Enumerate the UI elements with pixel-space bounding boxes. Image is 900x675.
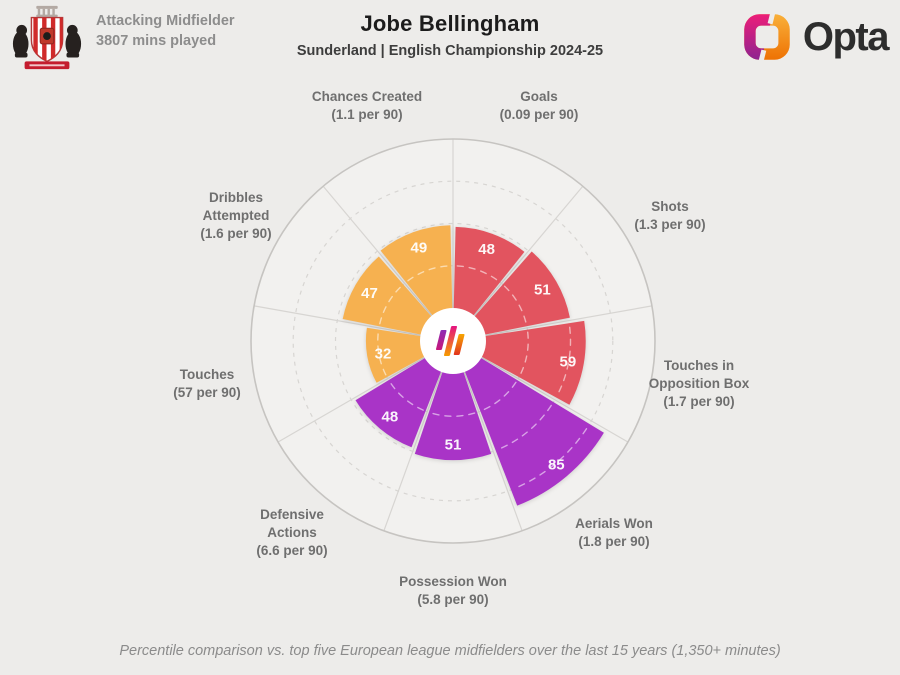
crest-shield — [30, 16, 64, 63]
category-per90: (57 per 90) — [173, 385, 241, 400]
category-per90: (1.1 per 90) — [331, 107, 403, 122]
slice-defensive-actions — [355, 341, 453, 448]
slice-gridline — [498, 404, 552, 450]
slice-gridline — [557, 326, 572, 395]
slice-goals — [453, 226, 525, 341]
category-per90: (0.09 per 90) — [499, 107, 579, 122]
opta-brand: Opta — [741, 11, 890, 63]
category-label-goals: Goals (0.09 per 90) — [457, 88, 621, 124]
spoke — [383, 371, 443, 532]
category-name: Touches — [179, 367, 235, 382]
spoke — [481, 356, 629, 443]
slice-gridline — [519, 331, 529, 376]
slice-gridline — [456, 265, 499, 282]
slice-value: 48 — [478, 241, 495, 258]
category-per90: (1.6 per 90) — [200, 226, 272, 241]
slice-value: 59 — [560, 354, 577, 371]
slice-gridline — [379, 285, 403, 325]
category-label-chances-created: Chances Created (1.1 per 90) — [285, 88, 449, 124]
category-name: Goals — [520, 89, 558, 104]
slice-value: 49 — [411, 239, 428, 256]
slice-value: 47 — [361, 285, 378, 302]
sunderland-crest-icon — [12, 5, 82, 70]
category-name: Aerials Won — [575, 516, 653, 531]
category-label-dribbles-attempted: Dribbles Attempted (1.6 per 90) — [154, 189, 318, 243]
crest-banner — [24, 61, 70, 70]
slice-shots — [453, 251, 570, 341]
minutes-played: 3807 mins played — [96, 33, 217, 49]
slice-gridline — [482, 381, 517, 411]
slice-aerials-won — [453, 341, 604, 506]
opta-bars-icon — [435, 326, 465, 356]
category-per90: (1.3 per 90) — [634, 217, 706, 232]
slice-value: 32 — [375, 346, 392, 363]
spoke — [463, 371, 523, 532]
category-per90: (1.7 per 90) — [663, 394, 735, 409]
category-name: Possession Won — [399, 574, 507, 589]
category-label-aerials-won: Aerials Won (1.8 per 90) — [532, 515, 696, 551]
category-label-defensive-actions: Defensive Actions (6.6 per 90) — [210, 506, 374, 560]
slice-gridline — [407, 265, 450, 282]
category-per90: (6.6 per 90) — [256, 543, 328, 558]
opta-logo-icon — [744, 11, 790, 63]
spoke — [322, 185, 433, 317]
player-meta: Attacking Midfielder 3807 mins played — [96, 11, 235, 51]
opta-wordmark: Opta — [802, 14, 890, 59]
category-label-touches-in-opposition-box: Touches in Opposition Box (1.7 per 90) — [617, 357, 781, 411]
slice-gridline — [377, 331, 387, 376]
page-subtitle: Sunderland | English Championship 2024-2… — [296, 43, 604, 59]
footer-note: Percentile comparison vs. top five Europ… — [119, 643, 781, 659]
slice-touches-in-opposition-box — [453, 320, 586, 405]
category-name: Touches in Opposition Box — [648, 358, 750, 391]
crest-monument — [36, 5, 58, 18]
slice-chances-created — [380, 225, 453, 341]
category-per90: (5.8 per 90) — [417, 592, 489, 607]
slice-possession-won — [414, 341, 492, 461]
slice-value: 48 — [382, 408, 399, 425]
gridline-75 — [292, 180, 614, 502]
category-label-shots: Shots (1.3 per 90) — [588, 198, 752, 234]
title-block: Jobe Bellingham Sunderland | English Cha… — [0, 0, 900, 59]
outer-ring — [250, 138, 656, 544]
category-name: Dribbles Attempted — [202, 190, 270, 223]
slice-value: 51 — [534, 282, 551, 299]
category-name: Defensive Actions — [260, 507, 324, 540]
category-name: Shots — [651, 199, 689, 214]
slice-gridline — [515, 428, 588, 489]
player-position: Attacking Midfielder — [96, 13, 235, 29]
slice-gridline — [503, 285, 527, 325]
category-name: Chances Created — [311, 89, 423, 104]
slice-value: 51 — [445, 436, 462, 453]
category-label-possession-won: Possession Won (5.8 per 90) — [371, 573, 535, 609]
spoke — [473, 185, 584, 317]
category-per90: (1.8 per 90) — [578, 534, 650, 549]
spoke — [485, 305, 653, 336]
category-label-touches: Touches (57 per 90) — [125, 366, 289, 402]
slice-value: 85 — [548, 456, 565, 473]
spoke — [277, 356, 425, 443]
page-title: Jobe Bellingham — [360, 11, 540, 36]
slice-gridline — [389, 381, 424, 411]
slice-gridline — [430, 412, 476, 417]
slice-dribbles-attempted — [342, 256, 453, 341]
spoke — [253, 305, 421, 336]
